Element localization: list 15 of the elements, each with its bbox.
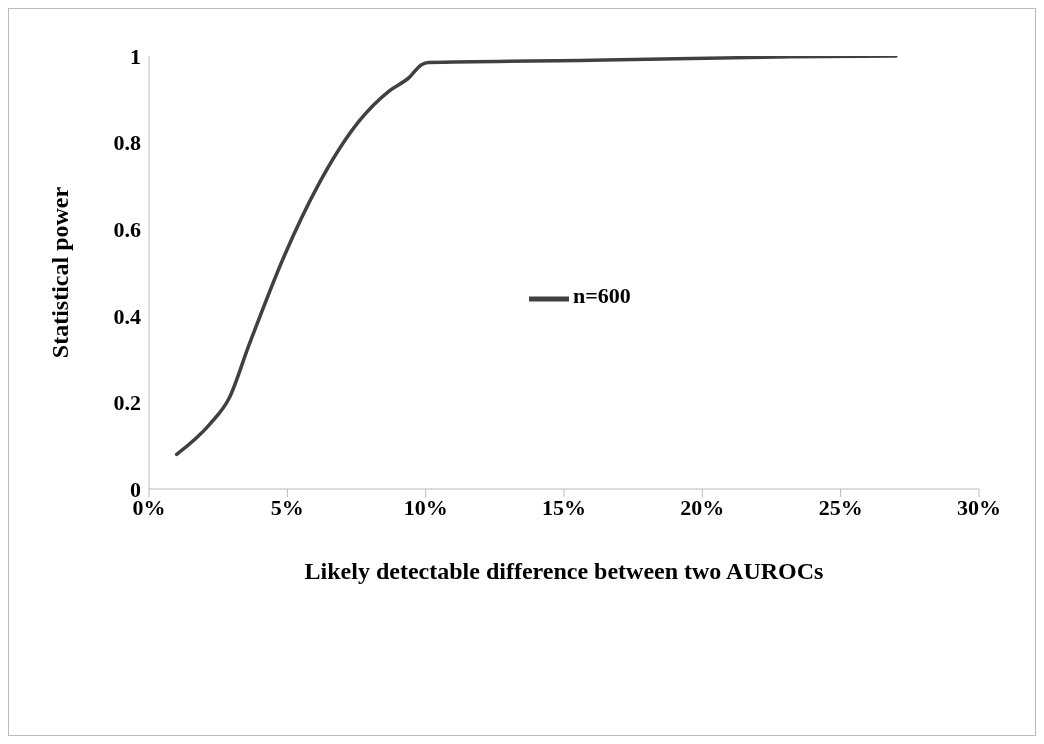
y-tick-label: 1 — [130, 43, 141, 69]
x-tick-label: 20% — [680, 494, 725, 520]
y-tick-label: 0.2 — [113, 390, 141, 416]
x-tick-label: 25% — [818, 494, 863, 520]
y-tick-label: 0.4 — [113, 303, 141, 329]
x-tick-label: 15% — [542, 494, 586, 520]
legend-label: n=600 — [573, 282, 631, 308]
x-tick-label: 10% — [403, 494, 448, 520]
x-tick-label: 30% — [957, 494, 1001, 520]
x-axis-title: Likely detectable difference between two AUROCs — [304, 558, 824, 584]
x-tick-label: 5% — [270, 494, 304, 520]
line-series — [174, 56, 898, 457]
y-axis-title: Statistical power — [46, 186, 73, 359]
y-tick-label: 0.6 — [113, 217, 141, 243]
y-tick-label: 0.8 — [113, 130, 141, 156]
